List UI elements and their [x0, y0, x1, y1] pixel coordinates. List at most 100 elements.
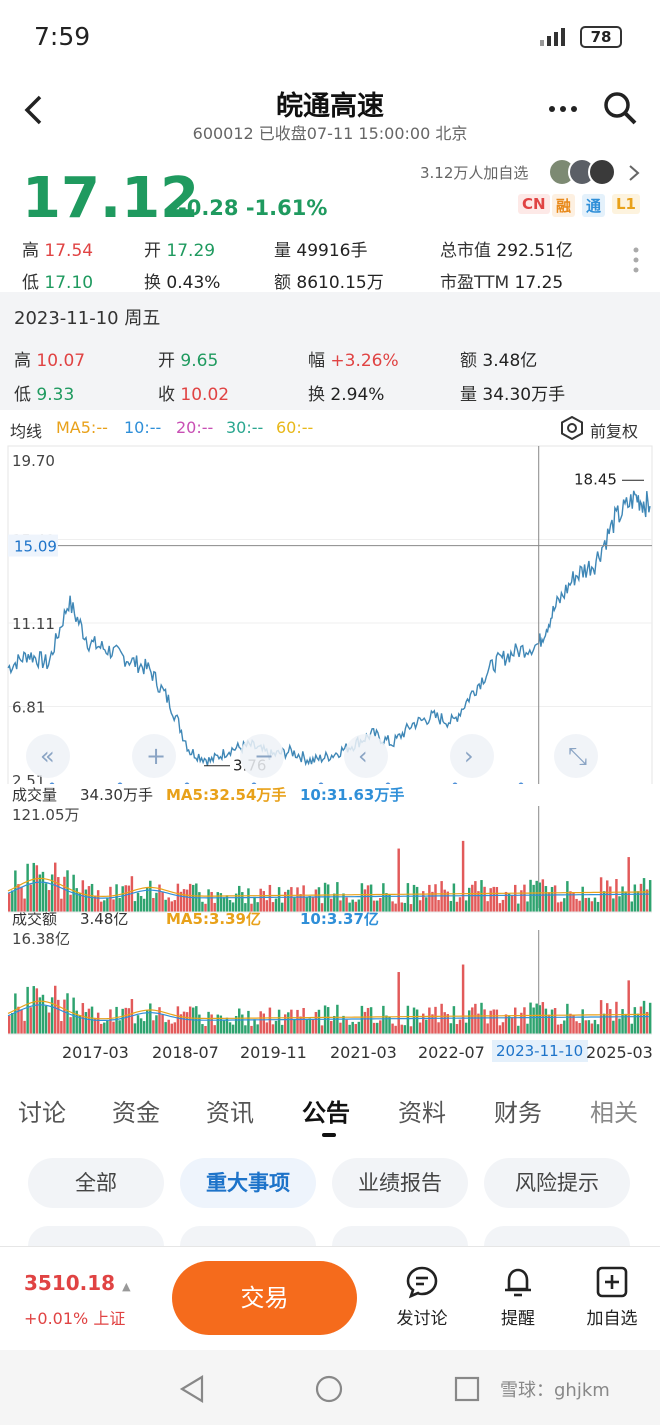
- tab-financials[interactable]: 财务: [494, 1099, 542, 1127]
- volume-bar: [612, 898, 615, 912]
- filter-major-events[interactable]: 重大事项: [180, 1158, 316, 1208]
- turnover-bar: [219, 1015, 223, 1034]
- stock-chart[interactable]: 19.7015.4011.116.812.5115.0918.453.76«+−…: [0, 444, 660, 1064]
- tab-capital[interactable]: 资金: [112, 1099, 160, 1127]
- alert-button[interactable]: 提醒: [478, 1265, 558, 1329]
- tab-related[interactable]: 相关: [590, 1099, 638, 1127]
- chart-control-button[interactable]: [450, 734, 494, 778]
- volume-bar: [259, 888, 262, 912]
- volume-bar: [290, 887, 293, 912]
- turnover-bar: [514, 1007, 517, 1034]
- turnover-bar: [198, 1014, 201, 1034]
- settings-icon[interactable]: [560, 416, 584, 440]
- nav-recent-icon[interactable]: [454, 1376, 480, 1402]
- volume-bar: [38, 874, 42, 912]
- volume-bar: [69, 894, 72, 912]
- turnover-bar: [360, 1005, 364, 1034]
- turnover-bar: [44, 1005, 48, 1034]
- followers-count[interactable]: 3.12万人加自选: [420, 164, 529, 182]
- volume-bar: [265, 900, 269, 912]
- x-tick-label: 2025-03: [586, 1043, 653, 1062]
- adjust-toggle[interactable]: 前复权: [590, 422, 639, 441]
- badge-l1[interactable]: L1: [612, 194, 640, 214]
- turnover-bar: [14, 993, 17, 1034]
- volume-bar: [461, 840, 465, 912]
- watchlist-button[interactable]: 加自选: [572, 1265, 652, 1329]
- discuss-button[interactable]: 发讨论: [382, 1265, 462, 1329]
- volume-bar: [35, 865, 39, 912]
- turnover-bar: [409, 1026, 413, 1034]
- volume-bar: [593, 897, 597, 912]
- volume-bar: [280, 902, 284, 912]
- turnover-bar: [29, 1007, 32, 1034]
- volume-bar: [241, 892, 244, 912]
- turnover-bar: [648, 1002, 652, 1034]
- chevron-right-icon[interactable]: [628, 164, 640, 182]
- volume-bar: [532, 884, 535, 912]
- turnover-bar: [287, 1012, 290, 1034]
- nav-back-icon[interactable]: [178, 1374, 206, 1404]
- volume-bar: [590, 901, 594, 912]
- turnover-bar: [566, 1003, 569, 1034]
- follower-avatars[interactable]: [548, 158, 620, 186]
- volume-bar: [391, 901, 394, 912]
- up-arrow-icon: ▲: [122, 1280, 131, 1293]
- chart-control-button[interactable]: [344, 734, 388, 778]
- filter-pill[interactable]: [484, 1226, 630, 1248]
- vertical-more-icon[interactable]: [632, 246, 640, 274]
- volume-bar: [553, 885, 557, 912]
- volume-bar: [204, 903, 207, 912]
- filter-earnings[interactable]: 业绩报告: [332, 1158, 468, 1208]
- volume-bar: [173, 900, 177, 912]
- volume-bar: [587, 897, 591, 912]
- turnover-ma10-line: [7, 1004, 649, 1021]
- filter-all[interactable]: 全部: [28, 1158, 164, 1208]
- index-change[interactable]: +0.01% 上证: [24, 1309, 126, 1328]
- filter-pill[interactable]: [28, 1226, 164, 1248]
- tab-discussion[interactable]: 讨论: [18, 1099, 66, 1127]
- turnover-bar: [280, 1024, 284, 1034]
- volume-bar: [179, 891, 183, 912]
- tab-profile[interactable]: 资料: [398, 1099, 446, 1127]
- turnover-bar: [517, 1025, 520, 1034]
- volume-bar: [158, 884, 161, 912]
- volume-bar: [136, 892, 140, 912]
- volume-bar: [379, 898, 382, 912]
- trade-button[interactable]: 交易: [172, 1261, 357, 1335]
- chart-control-button[interactable]: [554, 734, 598, 778]
- tab-announcements[interactable]: 公告: [302, 1099, 350, 1127]
- volume-bar: [244, 903, 247, 912]
- volume-bar: [20, 886, 23, 912]
- turnover-bar: [345, 1019, 348, 1034]
- turnover-bar: [422, 1013, 425, 1034]
- filter-pill[interactable]: [180, 1226, 316, 1248]
- more-icon[interactable]: [548, 104, 578, 114]
- tab-news[interactable]: 资讯: [206, 1099, 254, 1127]
- nav-home-icon[interactable]: [314, 1374, 344, 1404]
- back-icon[interactable]: [22, 94, 44, 126]
- badge-connect[interactable]: 通: [582, 194, 606, 217]
- badge-cn[interactable]: CN: [518, 194, 550, 214]
- chart-control-button[interactable]: [26, 734, 70, 778]
- turnover-bar: [115, 1006, 118, 1034]
- volume-bar: [452, 883, 456, 912]
- y-tick-label: 19.70: [12, 452, 55, 470]
- volume-bar: [339, 900, 342, 912]
- turnover-bar: [584, 1020, 587, 1034]
- volume-bar: [550, 886, 554, 912]
- filter-pill[interactable]: [332, 1226, 468, 1248]
- watermark: 雪球：ghjkm: [500, 1380, 610, 1401]
- search-icon[interactable]: [602, 90, 638, 126]
- turnover-bar: [351, 1021, 354, 1034]
- turnover-bar: [103, 1022, 106, 1034]
- filter-risk[interactable]: 风险提示: [484, 1158, 630, 1208]
- volume-bar: [455, 901, 459, 912]
- index-value[interactable]: 3510.18 ▲: [24, 1271, 131, 1295]
- turnover-bar: [363, 1011, 367, 1034]
- turnover-bar: [372, 1022, 376, 1034]
- chart-control-button[interactable]: [240, 734, 284, 778]
- badge-margin[interactable]: 融: [552, 194, 576, 217]
- volume-bar: [293, 896, 296, 912]
- chart-control-button[interactable]: [132, 734, 176, 778]
- volume-bar: [23, 898, 26, 912]
